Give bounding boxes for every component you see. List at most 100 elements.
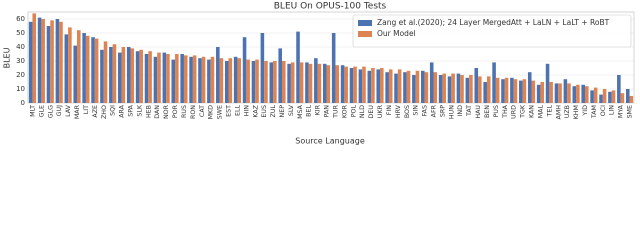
bar [362, 66, 366, 103]
bar [495, 77, 500, 103]
x-tick-label: TGK [520, 104, 527, 119]
bar [442, 73, 446, 103]
x-tick-label: LIT [83, 105, 90, 114]
bar [112, 44, 117, 103]
x-tick-label: GLG [47, 105, 54, 118]
bar [447, 76, 452, 103]
bar [55, 19, 60, 103]
bar [567, 83, 571, 103]
y-tick-label: 60 [16, 15, 25, 23]
bar [545, 63, 550, 103]
legend-label: Zang et al.(2020); 24 Layer MergedAtt + … [377, 18, 610, 27]
bar [469, 75, 473, 103]
bar [424, 72, 429, 103]
bar [415, 70, 420, 103]
bar [353, 66, 357, 103]
bar [228, 58, 233, 103]
bar [153, 56, 158, 103]
x-tick-label: KAZ [252, 104, 259, 117]
x-tick-label: FAS [422, 105, 429, 116]
bar [385, 72, 389, 103]
bar [287, 63, 291, 103]
bar [189, 56, 193, 103]
chart-title: BLEU On OPUS-100 Tests [274, 2, 387, 12]
x-tick-label: POL [350, 105, 357, 118]
bar [465, 77, 470, 103]
bar [611, 90, 616, 103]
bar [126, 47, 131, 103]
x-tick-label: URD [511, 105, 518, 119]
bar [216, 47, 220, 103]
bar [620, 93, 625, 103]
bar [504, 77, 509, 103]
bar [201, 56, 206, 103]
bar [32, 13, 37, 103]
x-tick-label: HAU [475, 105, 482, 119]
bar [527, 72, 532, 103]
x-tick-label: GUJ [56, 105, 63, 116]
x-tick-label: CAT [199, 105, 206, 117]
page: BLEU On OPUS-100 Tests BLEU Source Langu… [2, 1, 635, 146]
bar [246, 59, 250, 103]
bar [554, 83, 559, 103]
x-tick-label: SME [627, 105, 634, 118]
bar [317, 63, 322, 103]
bar [421, 70, 425, 103]
x-tick-label: TUR [332, 104, 339, 118]
bar [483, 82, 487, 103]
bar [344, 66, 348, 103]
bar [41, 19, 45, 103]
bar [451, 73, 455, 103]
bar [617, 75, 621, 103]
x-tick-label: PUS [493, 105, 500, 117]
x-tick-label: MAR [74, 104, 81, 119]
x-tick-label: UKR [377, 104, 384, 118]
x-tick-label: HUN [448, 105, 455, 119]
bar [519, 80, 523, 103]
legend-swatch [358, 20, 372, 26]
x-tick-label: KOR [341, 104, 348, 118]
x-tick-label: RON [190, 105, 197, 119]
x-tick-label: SLK [136, 104, 143, 117]
bar [576, 84, 580, 103]
bar [139, 49, 143, 103]
y-tick-label: 40 [16, 43, 25, 51]
bar [486, 76, 491, 103]
bar [82, 33, 86, 103]
bar [629, 96, 634, 103]
x-tick-label: NLD [359, 105, 366, 118]
bar [584, 86, 589, 103]
bar [166, 54, 170, 103]
bar [558, 83, 562, 103]
bar [183, 55, 188, 103]
bar [394, 73, 398, 103]
x-tick-label: BOS [404, 105, 411, 118]
bar [397, 69, 402, 103]
bar [77, 30, 81, 104]
bar [121, 47, 126, 103]
bar [118, 52, 122, 103]
bar [602, 89, 607, 103]
bar [358, 69, 363, 103]
x-tick-label: OCI [600, 105, 607, 116]
x-tick-label: SLV [288, 104, 295, 116]
x-tick-label: ZHO [101, 105, 108, 119]
x-tick-label: MYA [618, 104, 625, 118]
x-tick-label: SQI [110, 105, 117, 116]
bar [210, 56, 215, 103]
x-tick-label: BEL [306, 105, 313, 117]
x-tick-label: HRV [395, 104, 402, 118]
bar [367, 70, 372, 103]
x-tick-label: PAN [324, 105, 331, 118]
bar [540, 82, 544, 103]
bar [335, 65, 340, 103]
bar [130, 48, 135, 103]
x-tick-label: EUS [261, 105, 268, 118]
bar [135, 51, 140, 103]
x-tick-label: SIN [413, 105, 420, 116]
bar [73, 45, 78, 103]
bar [376, 69, 381, 103]
x-tick-label: TAT [466, 105, 473, 117]
x-tick-label: HEB [145, 105, 152, 118]
x-tick-label: SPA [127, 104, 134, 116]
